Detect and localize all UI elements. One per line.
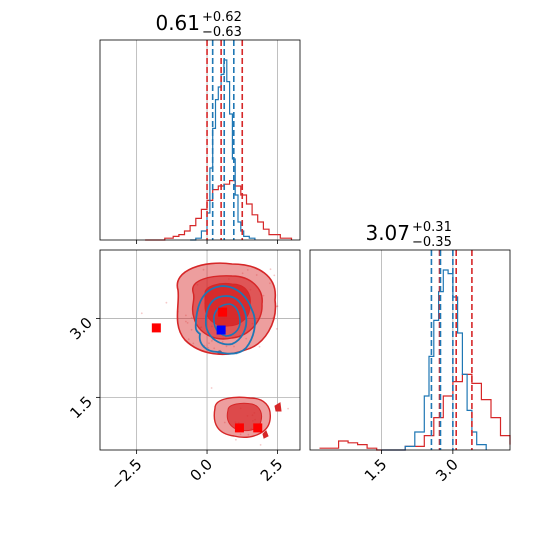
scatter-point (235, 438, 237, 441)
marginal-2-quantile-lines (430, 250, 473, 450)
joint-y-tick-label: 1.5 (66, 393, 96, 423)
scatter-point (262, 294, 265, 297)
square-marker-0 (151, 323, 161, 333)
marginal-2-x-tick-label: 1.5 (361, 455, 391, 485)
marginal-1-title-plus: +0.62 (202, 10, 242, 25)
scatter-point (233, 345, 235, 348)
scatter-point (227, 452, 229, 454)
square-marker-4 (216, 325, 226, 335)
scatter-point (255, 274, 258, 276)
joint-x-tick-label: 0.0 (186, 455, 216, 485)
marginal-panel-1: 0.61 +0.62 −0.63 (99, 10, 301, 244)
scatter-point (190, 316, 193, 319)
blue-contour-mid (204, 295, 248, 346)
marginal-1-frame (99, 39, 301, 241)
marginal-2-title-value: 3.07 (365, 221, 410, 245)
scatter-point (269, 282, 271, 285)
scatter-point (208, 342, 210, 345)
square-marker-1 (218, 307, 228, 317)
marginal-2-title-minus: −0.35 (412, 235, 452, 250)
joint-panel: −2.5 0.0 2.5 1.5 3.0 (66, 249, 301, 494)
scatter-point (287, 407, 289, 410)
scatter-point (187, 338, 190, 341)
scatter-point (276, 305, 278, 308)
scatter-point (273, 274, 276, 277)
scatter-point (241, 272, 244, 275)
scatter-point (165, 301, 168, 304)
scatter-point (186, 322, 189, 324)
marginal-2-x-tick-labels: 1.5 3.0 (361, 455, 462, 485)
joint-contours (140, 262, 289, 454)
scatter-point (211, 340, 213, 342)
joint-x-tick-label: 2.5 (257, 455, 287, 485)
square-marker-3 (253, 423, 263, 433)
joint-x-tick-labels: −2.5 0.0 2.5 (107, 455, 286, 493)
marginal-2-title: 3.07 (365, 221, 410, 245)
scatter-point (246, 269, 249, 271)
scatter-point (223, 421, 226, 424)
marginal-1-title: 0.61 (155, 11, 200, 35)
scatter-point (140, 312, 143, 315)
red-contour-island (274, 402, 282, 412)
square-marker-2 (234, 423, 244, 433)
marginal-2-blue-histogram (381, 269, 487, 451)
scatter-point (239, 433, 242, 436)
marginal-1-blue-histogram (190, 59, 256, 241)
joint-y-tick-label: 3.0 (66, 314, 96, 344)
marginal-1-title-minus: −0.63 (202, 25, 242, 40)
joint-ticks (96, 318, 278, 454)
joint-frame (99, 249, 301, 451)
scatter-point (185, 314, 187, 317)
marginal-1-ticks (136, 240, 278, 244)
scatter-point (225, 345, 228, 348)
red-contour-speck (262, 430, 269, 439)
scatter-point (276, 305, 279, 307)
scatter-point (245, 337, 248, 340)
scatter-point (221, 341, 224, 343)
joint-x-tick-label: −2.5 (107, 455, 145, 493)
scatter-point (269, 268, 272, 271)
blue-contour-outer (194, 285, 256, 355)
scatter-point (247, 433, 250, 436)
marginal-2-title-plus: +0.31 (412, 220, 452, 235)
scatter-point (190, 328, 193, 331)
marginal-1-red-histogram (145, 180, 293, 241)
joint-y-tick-labels: 1.5 3.0 (66, 314, 96, 423)
marginal-2-x-tick-label: 3.0 (432, 455, 462, 485)
scatter-point (259, 444, 262, 446)
marginal-2-grid (381, 250, 454, 450)
scatter-point (275, 328, 278, 330)
scatter-point (207, 347, 210, 349)
marginal-panel-2: 1.5 3.0 3.07 +0.31 −0.35 (309, 220, 511, 485)
marginal-2-frame (309, 249, 511, 451)
marginal-1-quantile-lines (206, 40, 244, 240)
scatter-point (185, 320, 187, 323)
scatter-point (213, 347, 216, 350)
marginal-1-title-value: 0.61 (155, 11, 200, 35)
marginal-2-red-histogram (319, 373, 511, 451)
scatter-point (258, 345, 261, 348)
marginal-2-ticks (381, 450, 454, 454)
scatter-point (192, 342, 195, 345)
joint-square-markers (151, 307, 263, 433)
scatter-point (202, 268, 205, 271)
scatter-point (210, 387, 213, 389)
